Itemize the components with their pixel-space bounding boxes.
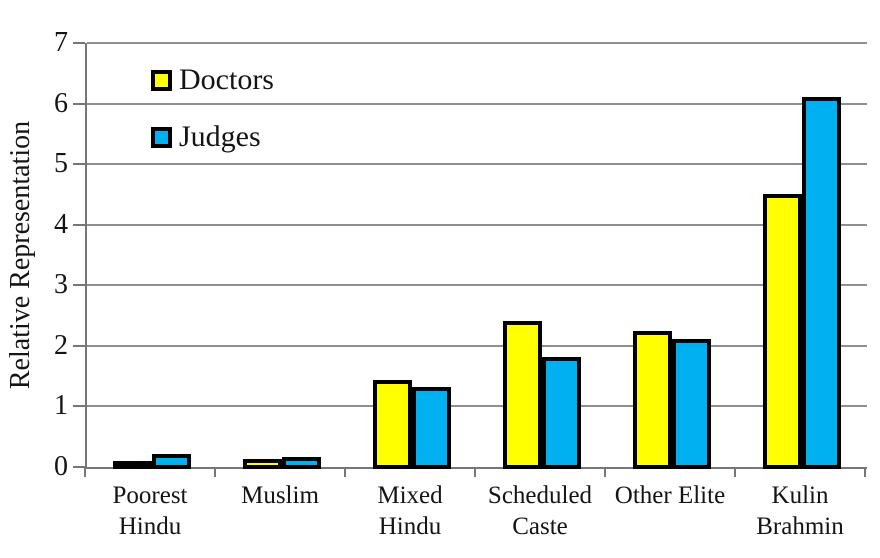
doctors-bar-scheduled-caste <box>503 321 542 469</box>
x-tick-mark <box>474 467 476 477</box>
x-tick-mark <box>214 467 216 477</box>
y-tick-label: 3 <box>54 269 68 301</box>
doctors-bar-poorest-hindu <box>113 461 152 469</box>
y-tick-label: 6 <box>54 87 68 119</box>
y-tick-label: 5 <box>54 148 68 180</box>
y-tick-label: 2 <box>54 329 68 361</box>
y-tick-label: 7 <box>54 27 68 58</box>
legend-item-judges: Judges <box>151 122 274 152</box>
legend-label-doctors: Doctors <box>179 63 274 96</box>
y-tick-label: 1 <box>54 390 68 422</box>
judges-bar-muslim <box>282 457 321 469</box>
x-category-label-line: Hindu <box>378 513 442 540</box>
judges-bar-other-elite <box>672 339 711 469</box>
y-tick-mark <box>73 102 85 105</box>
x-category-label: Other Elite <box>605 480 735 511</box>
y-tick-mark <box>73 284 85 287</box>
x-category-label: Kulin Brahmin <box>735 480 865 542</box>
x-category-label-line: Caste <box>512 513 568 540</box>
doctors-bar-other-elite <box>633 331 672 469</box>
x-category-label-line: Hindu <box>118 513 182 540</box>
doctors-swatch-icon <box>151 69 172 91</box>
y-tick-mark <box>73 223 85 226</box>
y-tick-mark <box>73 163 85 166</box>
x-category-label-line: Mixed <box>377 482 443 509</box>
x-category-label-line: Muslim <box>241 482 319 509</box>
x-category-label: Mixed Hindu <box>345 480 475 542</box>
doctors-bar-mixed-hindu <box>373 380 412 469</box>
judges-bar-mixed-hindu <box>412 387 451 469</box>
y-tick-mark <box>73 466 85 468</box>
y-tick-mark <box>73 42 85 44</box>
doctors-bar-muslim <box>243 459 282 469</box>
gridline <box>87 344 867 347</box>
doctors-bar-kulin-brahmin <box>763 194 802 469</box>
y-tick-label: 4 <box>54 208 68 240</box>
x-category-label: Poorest Hindu <box>85 480 215 542</box>
gridline <box>87 42 867 44</box>
plot-area: Doctors Judges <box>85 42 867 469</box>
x-tick-mark <box>84 467 86 477</box>
gridline <box>87 284 867 287</box>
y-tick-mark <box>73 405 85 408</box>
judges-bar-scheduled-caste <box>542 357 581 469</box>
x-tick-mark <box>344 467 346 477</box>
x-tick-mark <box>604 467 606 477</box>
gridline <box>87 223 867 226</box>
y-tick-label: 0 <box>54 451 68 482</box>
x-category-label-line: Poorest <box>112 482 188 509</box>
judges-bar-kulin-brahmin <box>802 97 841 469</box>
x-category-label-line: Other Elite <box>614 482 726 509</box>
x-category-label-line: Scheduled <box>487 482 593 509</box>
x-tick-mark <box>864 467 866 477</box>
x-category-label: Muslim <box>215 480 345 511</box>
gridline <box>87 405 867 408</box>
x-tick-mark <box>734 467 736 477</box>
judges-bar-poorest-hindu <box>152 454 191 469</box>
x-category-label-line: Kulin <box>771 482 829 509</box>
gridline <box>87 163 867 166</box>
x-category-label: Scheduled Caste <box>475 480 605 542</box>
gridline <box>87 102 867 105</box>
judges-swatch-icon <box>151 126 172 148</box>
legend-label-judges: Judges <box>179 120 261 153</box>
x-category-label-line: Brahmin <box>756 513 844 540</box>
y-tick-mark <box>73 344 85 347</box>
legend-item-doctors: Doctors <box>151 65 274 95</box>
legend: Doctors Judges <box>151 65 274 152</box>
